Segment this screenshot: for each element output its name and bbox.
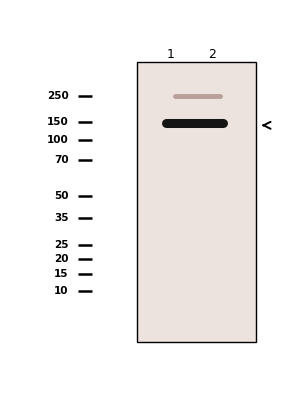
Text: 20: 20 — [54, 254, 69, 264]
Text: 25: 25 — [54, 240, 69, 250]
Text: 15: 15 — [54, 269, 69, 279]
Text: 35: 35 — [54, 213, 69, 223]
Text: 2: 2 — [208, 48, 216, 61]
Text: 10: 10 — [54, 286, 69, 296]
Bar — [137, 62, 256, 342]
Text: 50: 50 — [54, 191, 69, 201]
Text: 70: 70 — [54, 156, 69, 166]
Text: 250: 250 — [47, 91, 69, 101]
Text: 100: 100 — [47, 135, 69, 146]
Text: 150: 150 — [47, 117, 69, 127]
Text: 1: 1 — [167, 48, 175, 61]
